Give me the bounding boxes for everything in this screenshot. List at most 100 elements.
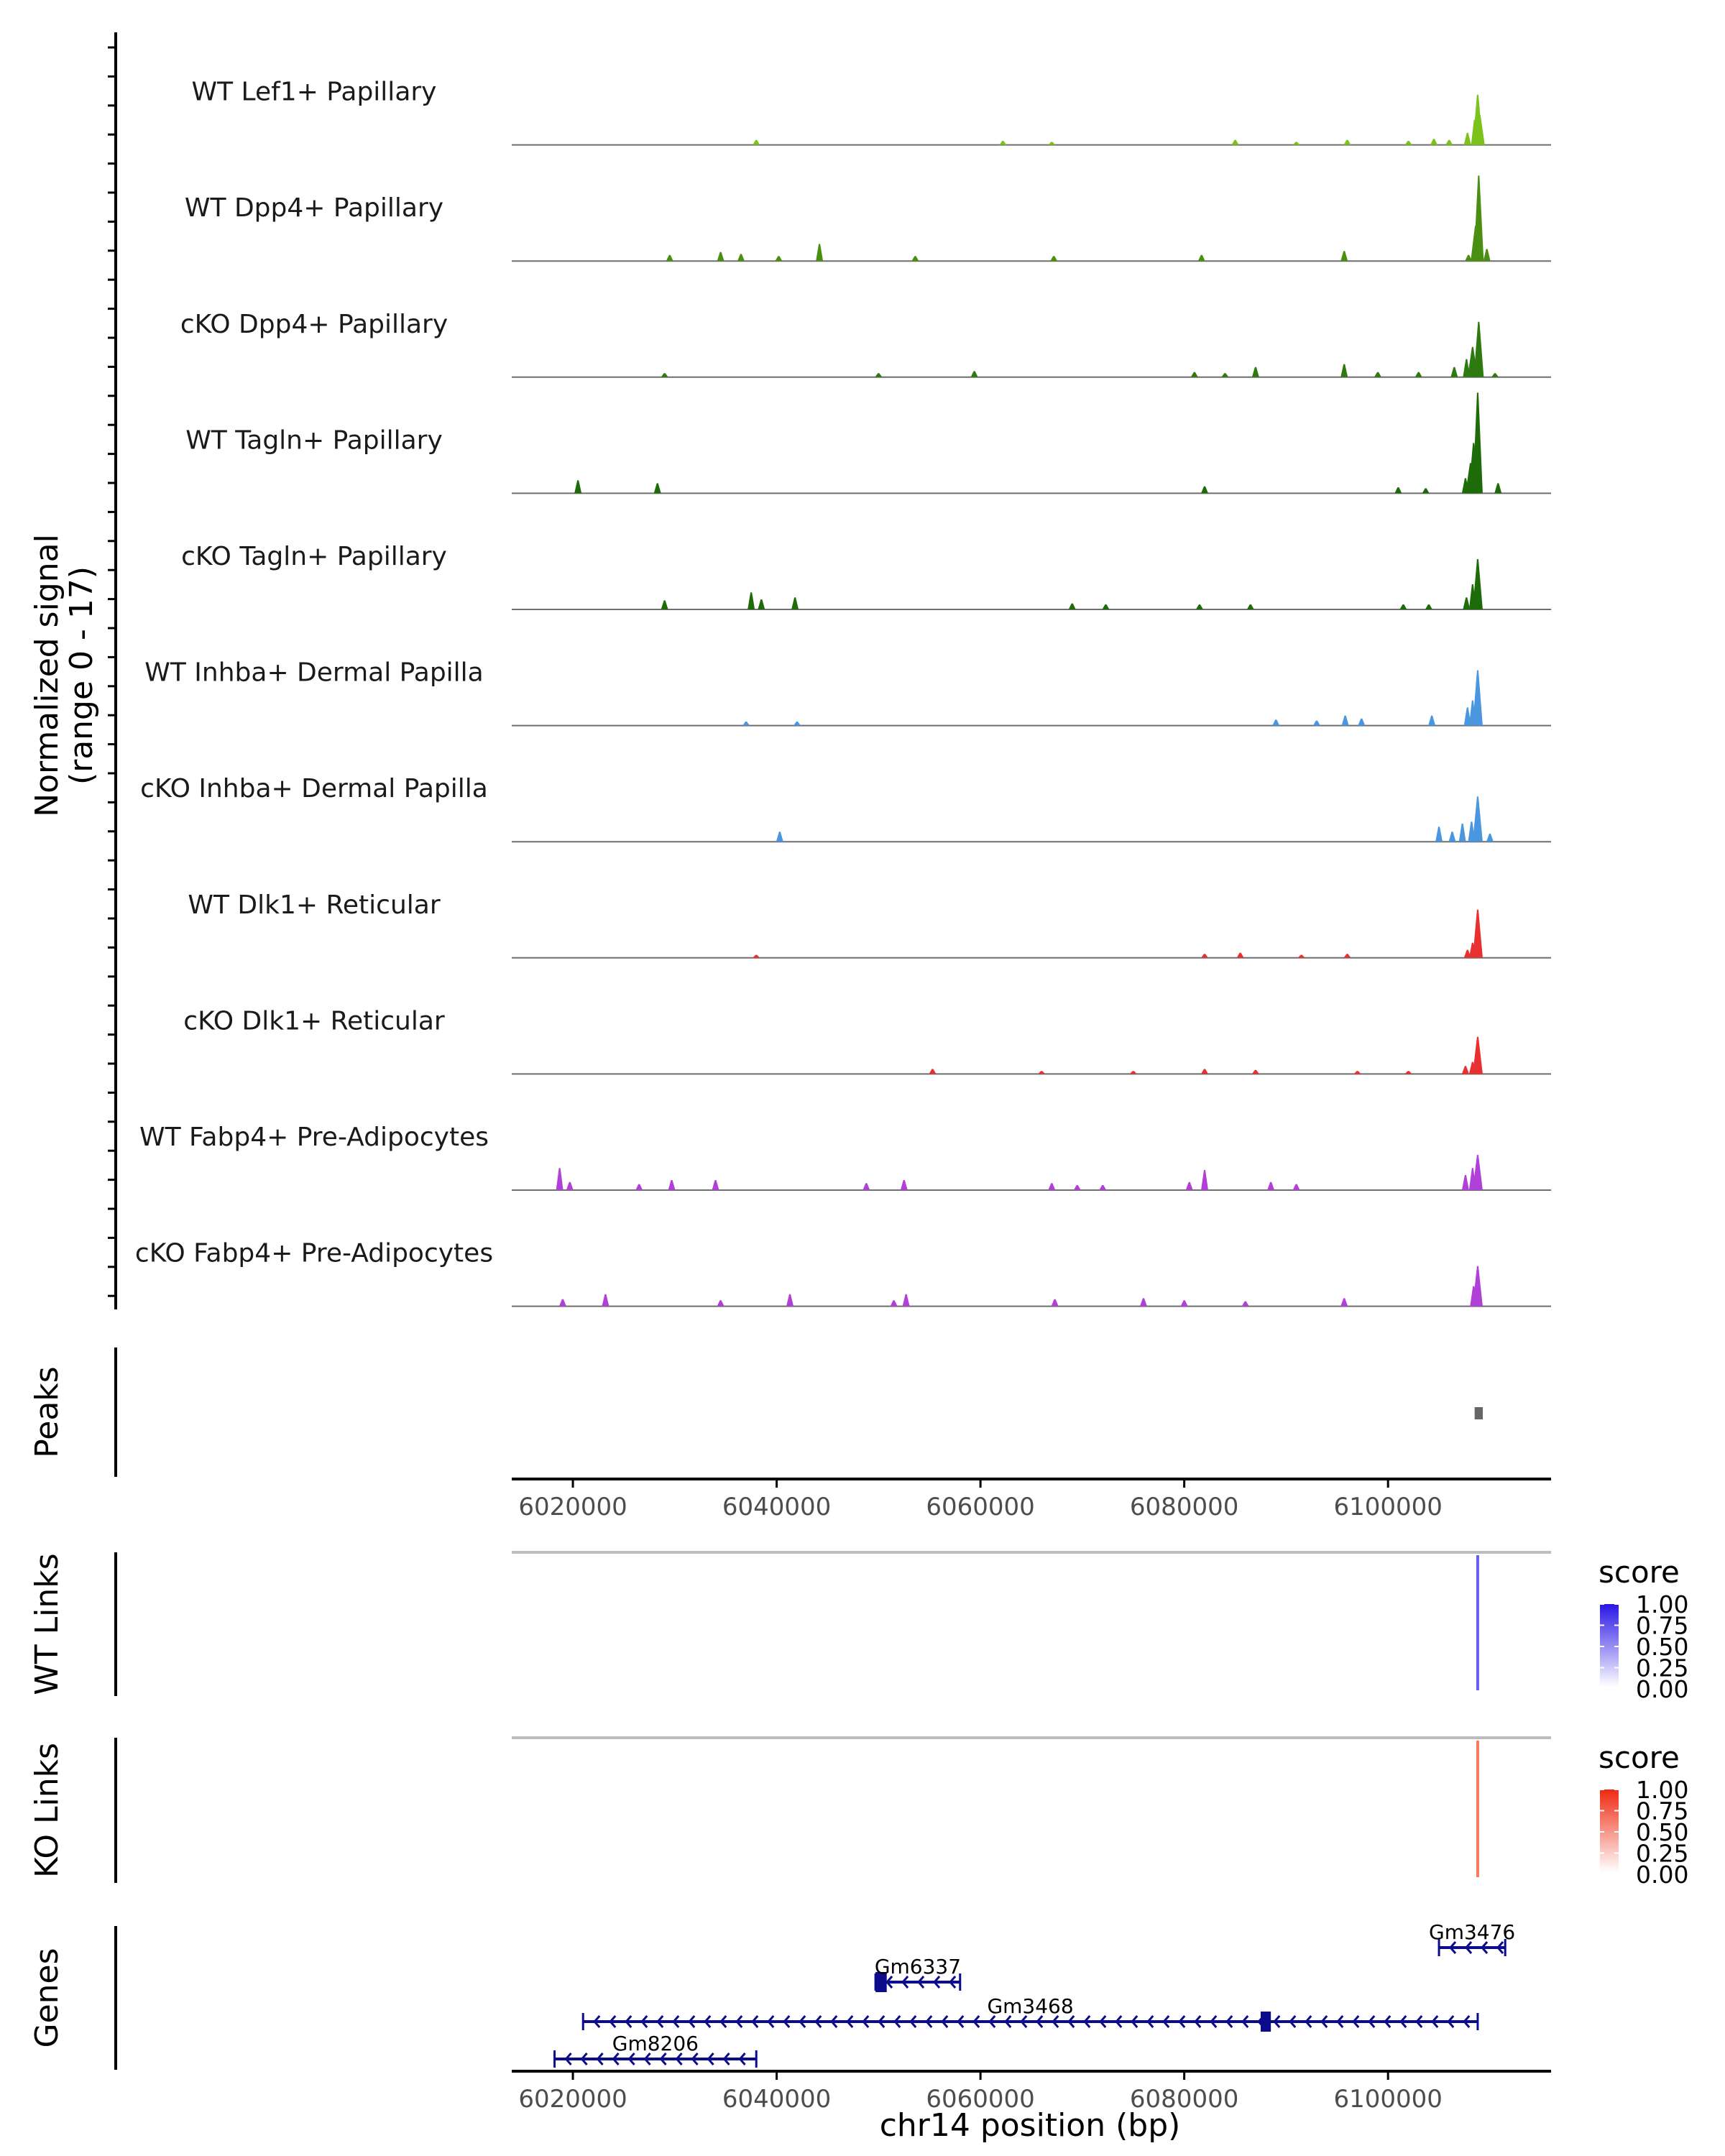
legend-tick-label: 0.25 <box>1636 1840 1688 1868</box>
signal-peak <box>1448 831 1456 842</box>
signal-peak <box>1201 1170 1208 1190</box>
strand-arrow <box>909 2015 917 2028</box>
signal-peak <box>666 254 673 262</box>
signal-peak <box>1474 114 1485 145</box>
signal-peak <box>1251 1069 1259 1074</box>
legend-title: score <box>1598 1740 1680 1775</box>
signal-peak <box>900 1180 908 1190</box>
strand-arrow <box>925 2015 933 2028</box>
signal-peak <box>1048 1183 1056 1190</box>
strand-arrow <box>1020 2015 1028 2028</box>
signal-peak <box>1465 254 1473 262</box>
signal-peak <box>999 141 1007 145</box>
signal-peak <box>1483 249 1491 262</box>
signal-peak <box>1374 372 1381 377</box>
track-7: cKO Inhba+ Dermal Papilla <box>140 774 1551 843</box>
legend-tick-label: 0.50 <box>1636 1818 1688 1846</box>
gene-name: Gm6337 <box>875 1955 961 1978</box>
x-axis-label: chr14 position (bp) <box>880 2107 1181 2144</box>
legend-tick-label: 0.75 <box>1636 1797 1688 1825</box>
track-10: WT Fabp4+ Pre-Adipocytes <box>139 1123 1551 1191</box>
strand-arrow <box>830 2015 838 2028</box>
signal-peak <box>1353 1071 1361 1074</box>
gene-exon <box>1260 2012 1271 2032</box>
signal-peak <box>602 1294 610 1307</box>
signal-peak <box>1343 139 1351 145</box>
signal-peak <box>1471 226 1481 262</box>
track-label: cKO Dlk1+ Reticular <box>183 1006 445 1036</box>
y-axis-label-line1: Normalized signal <box>29 534 65 817</box>
gene-gm6337: Gm6337 <box>874 1955 962 1992</box>
signal-peak <box>1486 834 1494 842</box>
signal-peak <box>1428 715 1436 726</box>
strand-arrow <box>886 1976 893 1989</box>
strand-arrow <box>988 2015 996 2028</box>
track-4: WT Tagln+ Papillary <box>185 392 1551 494</box>
signal-peak <box>776 831 783 842</box>
signal-peak <box>786 1294 794 1307</box>
signal-peak <box>1297 954 1305 958</box>
gene-gm3468: Gm3468 <box>581 1994 1479 2032</box>
signal-peak <box>1473 321 1484 377</box>
signal-peak <box>970 371 978 377</box>
signal-peak <box>1463 132 1471 145</box>
track-8: WT Dlk1+ Reticular <box>188 890 1551 959</box>
signal-peak <box>1472 670 1483 726</box>
signal-peak <box>1463 359 1471 377</box>
track-2: WT Dpp4+ Papillary <box>185 175 1551 262</box>
gene-name: Gm8206 <box>612 2032 699 2055</box>
signal-peak <box>1231 139 1239 145</box>
signal-peak <box>742 722 750 726</box>
strand-arrow <box>580 2053 588 2065</box>
signal-peak <box>1466 463 1476 494</box>
signal-peak <box>1463 707 1471 726</box>
signal-peak <box>635 1184 643 1190</box>
strand-arrow <box>1352 2015 1360 2028</box>
signal-peak <box>1241 1301 1249 1307</box>
strand-arrow <box>1336 2015 1344 2028</box>
signal-peak <box>1340 1298 1348 1307</box>
signal-peak <box>1129 1071 1137 1074</box>
legend-tick-label: 0.00 <box>1636 1861 1688 1889</box>
legend-tick-label: 0.50 <box>1636 1633 1688 1661</box>
signal-peak <box>1414 372 1422 377</box>
signal-peak <box>1340 251 1348 262</box>
signal-peak <box>1435 826 1443 842</box>
signal-peak <box>875 373 883 377</box>
signal-peak <box>1185 1181 1193 1190</box>
signal-peak <box>1195 604 1203 609</box>
track-label: cKO Fabp4+ Pre-Adipocytes <box>135 1239 493 1268</box>
signal-peak <box>1050 256 1058 262</box>
strand-arrow <box>1368 2015 1376 2028</box>
signal-peak <box>1468 1061 1476 1074</box>
signal-peak <box>1358 718 1366 726</box>
legend-tick-label: 0.75 <box>1636 1612 1688 1640</box>
x-tick-label: 6080000 <box>1130 2085 1238 2114</box>
signal-peak <box>791 597 799 609</box>
signal-peak <box>1463 597 1471 609</box>
x-tick-label: 6040000 <box>722 1493 831 1521</box>
signal-peak <box>712 1180 719 1190</box>
track-label: WT Dlk1+ Reticular <box>188 890 440 920</box>
signal-peak <box>1180 1300 1188 1307</box>
signal-peak <box>1445 139 1453 145</box>
strand-arrow <box>1210 2015 1218 2028</box>
track-6: WT Inhba+ Dermal Papilla <box>144 658 1551 727</box>
strand-arrow <box>1399 2015 1407 2028</box>
y-axis-label-line2: (range 0 - 17) <box>63 566 100 785</box>
legend-colorbar <box>1600 1604 1619 1687</box>
signal-peak <box>1472 1155 1483 1190</box>
signal-peak <box>717 252 724 262</box>
track-label: WT Tagln+ Papillary <box>185 425 443 455</box>
gene-name: Gm3468 <box>987 1994 1073 2018</box>
strand-arrow <box>1036 2015 1044 2028</box>
signal-peak <box>1404 141 1412 145</box>
signal-peak <box>1201 954 1208 958</box>
x-tick-label: 6100000 <box>1333 2085 1442 2114</box>
signal-peak <box>1404 1071 1412 1074</box>
signal-peak <box>1461 1066 1469 1074</box>
track-11: cKO Fabp4+ Pre-Adipocytes <box>135 1239 1551 1307</box>
strand-arrow <box>1447 2015 1455 2028</box>
signal-peak <box>1251 367 1259 377</box>
